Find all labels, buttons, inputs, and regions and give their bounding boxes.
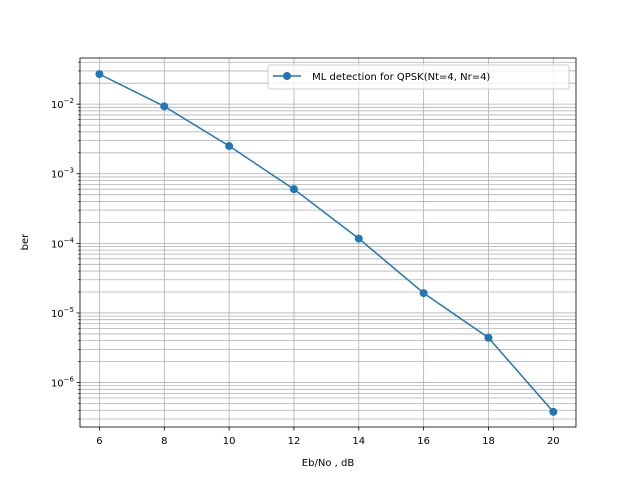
plot-frame <box>79 57 577 428</box>
x-tick-label: 18 <box>482 436 495 447</box>
legend-label: ML detection for QPSK(Nt=4, Nr=4) <box>309 72 490 83</box>
x-tick-label: 14 <box>352 436 365 447</box>
y-axis-ticks: 10−2 10−3 10−4 10−5 10−6 <box>51 61 80 420</box>
data-point-marker <box>354 234 363 243</box>
legend-marker-swatch <box>283 72 291 80</box>
x-tick-label: 6 <box>96 436 102 447</box>
data-point-marker <box>95 70 104 79</box>
plot-area <box>80 58 576 427</box>
y-tick-label: 10−2 <box>51 97 74 111</box>
y-tick-label: 10−5 <box>51 306 74 320</box>
legend-box <box>267 64 570 90</box>
y-tick-label: 10−3 <box>51 167 74 181</box>
data-point-marker <box>549 407 558 416</box>
data-point-marker <box>289 185 298 194</box>
data-point-marker <box>225 142 234 151</box>
y-tick-label: 10−4 <box>51 236 75 250</box>
x-tick-label: 12 <box>288 436 301 447</box>
series-line <box>99 73 554 413</box>
legend: ML detection for QPSK(Nt=4, Nr=4) <box>267 64 570 90</box>
y-tick-label: 10−6 <box>51 376 75 390</box>
x-tick-label: 16 <box>417 436 430 447</box>
series-layer <box>95 70 558 416</box>
y-axis-label: ber <box>20 233 31 251</box>
minor-grid <box>80 61 576 420</box>
data-point-marker <box>160 102 169 111</box>
data-point-marker <box>419 289 428 298</box>
data-point-marker <box>484 333 493 342</box>
x-tick-label: 8 <box>161 436 167 447</box>
x-axis-label: Eb/No , dB <box>302 458 355 469</box>
x-tick-label: 20 <box>547 436 560 447</box>
x-tick-label: 10 <box>223 436 236 447</box>
x-axis-ticks: 6 8 10 12 14 16 18 20 <box>96 427 560 447</box>
